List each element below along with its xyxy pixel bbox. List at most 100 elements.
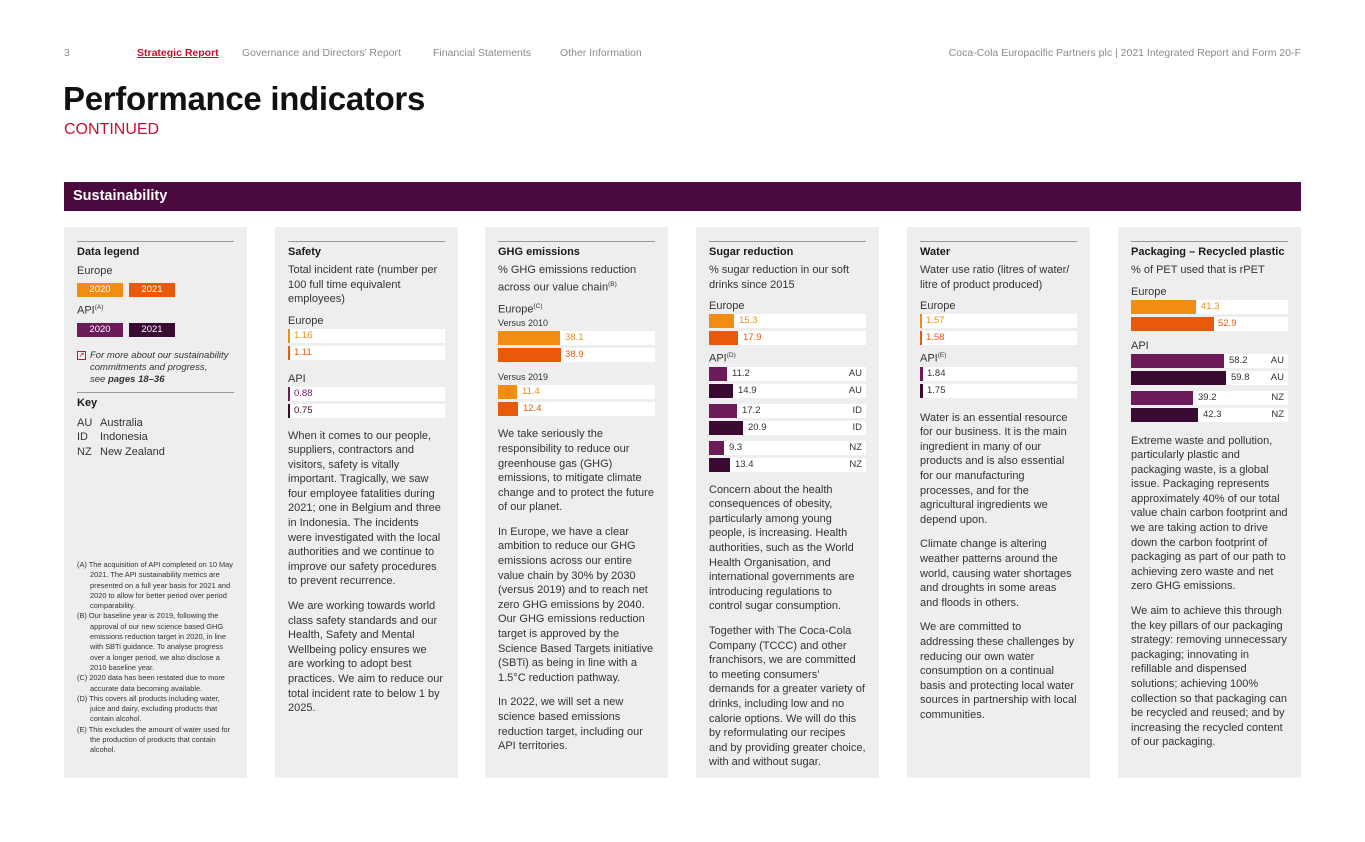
more-line-3: see pages 18–36 (90, 374, 234, 386)
packaging-api-au-2021-tag: AU (1270, 371, 1284, 383)
water-api-label: API(E) (920, 352, 1077, 365)
sugar-heading: Sugar reduction (709, 246, 794, 258)
ghg-europe-label: Europe(C) (498, 303, 655, 316)
legend-api-label: API(A) (77, 304, 234, 317)
safety-api-2021-row: 0.75 (288, 403, 445, 418)
ghg-v2010-2021-value: 38.9 (565, 349, 584, 361)
divider (498, 241, 655, 242)
sugar-api-id-2020-tag: ID (852, 404, 863, 416)
water-panel: Water Water use ratio (litres of water/ … (907, 227, 1090, 778)
water-europe-2020-row: 1.57 (920, 314, 1077, 328)
key-row-nz: NZ New Zealand (77, 445, 234, 460)
packaging-api-nz-2020-tag: NZ (1271, 391, 1284, 403)
packaging-europe-label: Europe (1131, 285, 1167, 298)
legend-europe-label: Europe (77, 265, 113, 277)
nav-link-financial-statements[interactable]: Financial Statements (433, 47, 532, 59)
water-api-2021-value: 1.75 (927, 384, 946, 396)
packaging-europe-2021-value: 52.9 (1218, 317, 1237, 329)
packaging-api-nz-2021-bar (1131, 407, 1198, 422)
footnote-b: (B) Our baseline year is 2019, following… (77, 611, 226, 672)
packaging-api-au-2021-bar (1131, 370, 1226, 385)
nav-link-other-information[interactable]: Other Information (560, 47, 642, 59)
water-api-footnote: (E) (937, 352, 947, 359)
legend-heading: Data legend (77, 246, 140, 258)
page-number: 3 (64, 47, 70, 59)
water-api-2021-row: 1.75 (920, 383, 1077, 398)
safety-paragraph-1: When it comes to our people, suppliers, … (288, 429, 441, 588)
sugar-europe-2020-bar (709, 314, 734, 328)
sugar-api-nz-2020-bar (709, 440, 724, 455)
packaging-paragraph-1: Extreme waste and pollution, particularl… (1131, 434, 1288, 593)
packaging-api-nz-2020-value: 39.2 (1198, 391, 1217, 403)
page-link-icon: ↗ (77, 350, 86, 360)
ghg-v2010-2020-value: 38.1 (565, 332, 584, 344)
packaging-api-au-2020-value: 58.2 (1229, 354, 1248, 366)
nav-link-governance[interactable]: Governance and Directors’ Report (242, 47, 401, 59)
footnotes: (A) The acquisition of API completed on … (77, 560, 237, 756)
sugar-api-text: API (709, 352, 727, 365)
more-info-link[interactable]: ↗ For more about our sustainability comm… (77, 350, 234, 386)
key-name: Australia (100, 416, 143, 429)
divider (77, 241, 234, 242)
packaging-api-au-2020-tag: AU (1270, 354, 1284, 366)
key-row-au: AU Australia (77, 416, 234, 431)
ghg-v2010-2020-row: 38.1 (498, 331, 655, 346)
ghg-subtitle-footnote: (B) (608, 280, 617, 288)
ghg-v2019-2021-value: 12.4 (523, 403, 542, 415)
sugar-api-au-2020-row: 11.2 AU (709, 366, 866, 381)
report-title: Coca-Cola Europacific Partners plc | 202… (948, 47, 1301, 59)
sugar-api-nz-2021-row: 13.4 NZ (709, 457, 866, 472)
packaging-api-au-2021-row: 59.8 AU (1131, 370, 1288, 385)
safety-europe-2021-row: 1.11 (288, 345, 445, 360)
ghg-v2019-2021-bar (498, 402, 518, 417)
nav-link-strategic-report[interactable]: Strategic Report (137, 47, 219, 59)
key-heading: Key (77, 396, 98, 409)
ghg-paragraph-1: We take seriously the responsibility to … (498, 428, 654, 514)
water-europe-2021-bar (920, 331, 922, 345)
sugar-api-id-2021-bar (709, 420, 743, 435)
water-europe-2020-value: 1.57 (926, 315, 945, 326)
sugar-api-id-2021-row: 20.9 ID (709, 420, 866, 435)
packaging-europe-2020-bar (1131, 299, 1196, 314)
sugar-api-nz-2021-bar (709, 457, 730, 472)
sugar-api-id-2020-row: 17.2 ID (709, 403, 866, 418)
key-code: NZ (77, 445, 92, 458)
footnote-a: (A) The acquisition of API completed on … (77, 560, 233, 611)
ghg-paragraph-2: In Europe, we have a clear ambition to r… (498, 525, 654, 684)
safety-panel: Safety Total incident rate (number per 1… (275, 227, 458, 778)
legend-api-text: API (77, 304, 95, 317)
ghg-v2019-2020-value: 11.4 (522, 386, 540, 398)
packaging-europe-2020-row: 41.3 (1131, 299, 1288, 314)
ghg-v2019-2020-bar (498, 385, 517, 400)
footnote-e: (E) This excludes the amount of water us… (77, 724, 231, 755)
top-navigation: 3 Strategic Report Governance and Direct… (64, 47, 1301, 61)
safety-europe-2020-bar (288, 328, 290, 343)
ghg-v2019-2021-row: 12.4 (498, 402, 655, 417)
ghg-europe-footnote: (C) (533, 302, 543, 310)
water-api-2020-row: 1.84 (920, 366, 1077, 381)
sugar-subtitle: % sugar reduction in our soft drinks sin… (709, 264, 850, 291)
sugar-api-nz-2021-value: 13.4 (735, 458, 754, 470)
legend-europe-2020: 2020 (77, 283, 123, 297)
water-api-2021-bar (920, 383, 923, 398)
packaging-api-au-2020-row: 58.2 AU (1131, 353, 1288, 368)
key-name: New Zealand (100, 445, 165, 458)
safety-europe-2021-value: 1.11 (294, 346, 312, 358)
key-row-id: ID Indonesia (77, 430, 234, 445)
divider (77, 391, 234, 393)
sugar-api-au-2020-bar (709, 366, 727, 381)
sugar-body: Concern about the health consequences of… (709, 483, 866, 770)
sugar-europe-2020-value: 15.3 (739, 315, 758, 326)
divider (920, 241, 1077, 242)
ghg-europe-text: Europe (498, 303, 534, 316)
safety-api-2020-row: 0.88 (288, 386, 445, 401)
packaging-api-nz-2020-bar (1131, 390, 1193, 405)
sugar-europe-label: Europe (709, 300, 745, 312)
sugar-api-id-2021-tag: ID (852, 421, 863, 433)
safety-europe-label: Europe (288, 314, 324, 327)
ghg-v2010-2020-bar (498, 331, 560, 346)
more-line-2: commitments and progress, (90, 361, 208, 373)
sugar-europe-2021-row: 17.9 (709, 331, 866, 345)
water-api-2020-bar (920, 366, 923, 381)
water-body: Water is an essential resource for our b… (920, 411, 1077, 723)
